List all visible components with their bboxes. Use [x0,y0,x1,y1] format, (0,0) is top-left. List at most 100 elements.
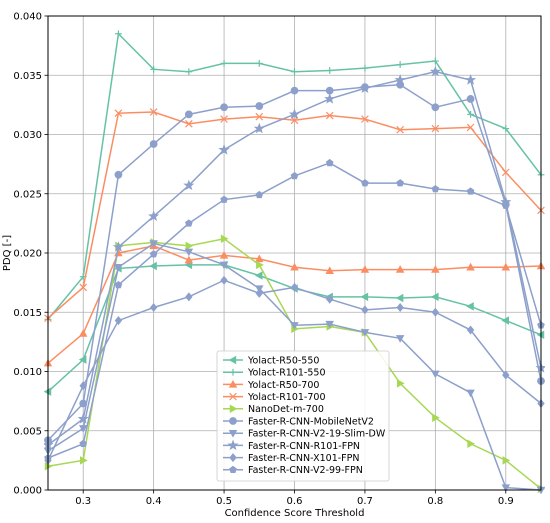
data-point [220,234,229,244]
series-lines [44,30,545,494]
data-point [291,68,298,76]
legend-label: Faster-R-CNN-X101-FPN [248,453,359,464]
legend-label: Faster-R-CNN-V2-99-FPN [248,465,363,476]
legend-marker [228,355,237,365]
data-point [77,413,89,424]
data-point [184,248,194,257]
y-tick-label: 0.035 [13,71,42,82]
data-point [429,65,441,77]
data-point [255,112,264,121]
data-point [114,264,123,272]
y-axis-title: PDQ [-] [2,235,13,271]
data-point [501,201,510,209]
data-point [396,179,404,187]
x-tick-label: 0.7 [357,496,373,507]
legend-entry: NanoDet-m-700 [223,404,324,415]
data-point [150,65,158,73]
data-point [149,261,157,271]
data-point [431,184,440,193]
data-point [149,140,158,148]
data-point [466,95,475,103]
data-point [78,355,87,364]
data-point [79,381,87,391]
data-point [466,389,475,398]
x-tick-label: 0.6 [287,496,303,507]
legend-marker [229,453,237,463]
legend-entry: Faster-R-CNN-V2-19-Slim-DW [223,429,386,440]
data-point [149,240,158,248]
legend-marker [229,417,237,425]
x-tick-label: 0.3 [75,496,91,507]
legend-entry: Faster-R-CNN-V2-99-FPN [223,465,363,476]
legend-marker [227,439,239,451]
data-point [290,171,299,180]
y-tick-label: 0.025 [13,189,42,200]
legend-entry: Yolact-R101-550 [223,368,325,379]
data-point [396,302,404,313]
data-point [359,82,371,94]
data-point [185,292,193,302]
data-point [325,158,334,167]
data-point [185,219,193,227]
data-point [114,170,123,179]
legend-entry: Faster-R-CNN-X101-FPN [223,453,359,464]
data-point [114,109,123,117]
data-point [290,322,299,330]
data-point [255,288,263,298]
legend-marker [229,465,237,474]
legend: Yolact-R50-550 Yolact-R101-550Yolact-R50-… [216,350,390,482]
x-axis-title: Confidence Score Threshold [225,508,365,519]
data-point [466,325,475,335]
legend-entry: Faster-R-CNN-R101-FPN [223,439,360,452]
data-point [326,67,334,74]
data-point [149,108,158,116]
data-point [396,125,404,134]
data-point [219,250,229,259]
legend-label: Faster-R-CNN-R101-FPN [248,441,360,452]
data-point [360,265,370,273]
legend-label: Yolact-R50-550 [247,355,319,366]
data-point [361,64,369,72]
data-point [325,111,334,120]
data-point [184,255,194,264]
legend-entry: Faster-R-CNN-MobileNetV2 [223,416,374,427]
data-point [466,302,474,311]
data-point [465,74,477,85]
data-point [395,293,404,303]
data-point [502,456,511,465]
data-point [431,124,440,133]
data-point [502,370,510,380]
legend-label: Faster-R-CNN-MobileNetV2 [248,416,374,427]
y-axis-ticks: 0.000 0.005 0.010 0.015 0.020 0.025 0.030 0.035… [13,12,48,497]
data-point [253,122,265,134]
series-faster-r-cnn-r101-fpn [44,65,545,450]
data-point [325,266,334,274]
data-point [255,60,263,67]
data-point [431,265,440,273]
legend-marker [229,404,238,414]
data-point [467,110,474,118]
data-point [79,456,88,465]
data-point [361,115,369,123]
data-point [185,120,193,128]
legend-marker [229,368,237,376]
data-point [219,261,229,270]
data-point [324,93,336,104]
data-point [254,271,263,280]
legend-entry: Yolact-R50-700 [223,380,319,391]
legend-label: Yolact-R101-550 [247,368,325,379]
data-point [395,265,405,273]
data-point [431,307,440,317]
data-point [361,179,369,187]
data-point [78,329,88,337]
data-point [466,123,475,132]
y-tick-label: 0.000 [13,486,42,497]
data-point [220,195,228,203]
data-point [325,320,334,329]
y-tick-label: 0.020 [13,249,42,260]
data-point [114,316,123,326]
data-point [431,370,440,379]
data-point [220,103,228,112]
data-point [112,241,124,252]
